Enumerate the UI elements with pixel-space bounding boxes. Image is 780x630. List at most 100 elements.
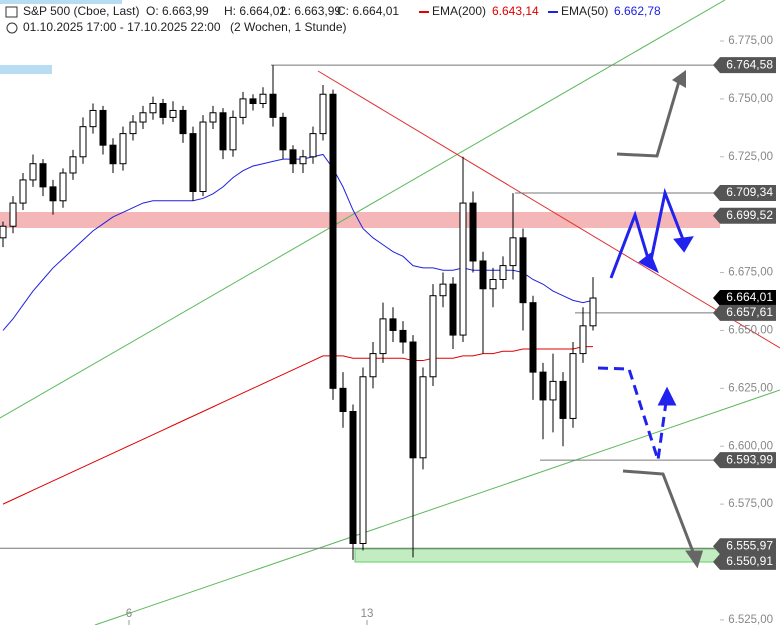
arrow bbox=[616, 77, 682, 158]
candle-body bbox=[419, 376, 427, 459]
span: (2 Wochen, 1 Stunde) bbox=[230, 20, 347, 34]
legend-label: EMA(50) bbox=[561, 4, 608, 18]
trendline bbox=[0, 0, 726, 419]
level-label: 6.764,58 bbox=[726, 57, 773, 71]
candle-body bbox=[249, 98, 257, 105]
candle-body bbox=[179, 109, 187, 135]
candle-body bbox=[549, 380, 557, 401]
title: S&P 500 (Cboe, Last) bbox=[23, 4, 140, 18]
x-tick-label: 6 bbox=[126, 608, 132, 620]
candle-body bbox=[19, 179, 27, 204]
level-tag bbox=[713, 57, 776, 74]
arrow-head bbox=[673, 236, 694, 253]
candle-body bbox=[469, 202, 477, 262]
candle-body bbox=[139, 112, 147, 123]
candle-body bbox=[29, 163, 37, 181]
candle-body bbox=[99, 109, 107, 146]
candle-body bbox=[39, 163, 47, 188]
period: 01.10.2025 17:00 - 17.10.2025 22:00 bbox=[23, 20, 221, 34]
candle-body bbox=[239, 98, 247, 118]
candle-body bbox=[309, 133, 317, 158]
candle-body bbox=[589, 297, 597, 327]
level-tag bbox=[713, 207, 776, 224]
y-tick-label: 6.625,00 bbox=[728, 382, 773, 394]
candle-body bbox=[209, 112, 217, 123]
candle-body bbox=[399, 329, 407, 343]
y-tick-label: 6.525,00 bbox=[728, 614, 773, 625]
chart-icon bbox=[5, 6, 18, 18]
level-tag bbox=[713, 452, 776, 469]
arrow-head bbox=[638, 252, 659, 274]
marker bbox=[0, 65, 52, 74]
y-tick-label: 6.725,00 bbox=[728, 151, 773, 163]
level-label: 6.699,52 bbox=[726, 208, 773, 222]
candle-body bbox=[109, 144, 117, 165]
level-tag bbox=[713, 304, 776, 321]
candle-body bbox=[199, 121, 207, 193]
level-tag bbox=[713, 290, 776, 307]
level-tag bbox=[713, 185, 776, 202]
level-label: 6.664,01 bbox=[726, 290, 773, 304]
zones bbox=[0, 0, 721, 563]
candle-body bbox=[339, 387, 347, 412]
arrow bbox=[622, 469, 697, 558]
candle-body bbox=[149, 103, 157, 114]
candle-body bbox=[329, 93, 337, 389]
ema-line bbox=[2, 153, 594, 331]
header: S&P 500 (Cboe, Last) O: 6.663,99 H: 6.66… bbox=[5, 4, 661, 34]
candle-body bbox=[529, 302, 537, 373]
level-label: 6.555,97 bbox=[726, 538, 773, 552]
candle-body bbox=[449, 283, 457, 336]
candle-body bbox=[299, 156, 307, 165]
candle-body bbox=[189, 133, 197, 193]
y-tick-label: 6.750,00 bbox=[728, 93, 773, 105]
candle-body bbox=[69, 156, 77, 174]
candle-body bbox=[9, 202, 17, 227]
candle-body bbox=[159, 103, 167, 118]
trendline bbox=[94, 389, 780, 626]
resistance-zone bbox=[0, 212, 720, 228]
candle-body bbox=[359, 376, 367, 544]
candle-body bbox=[49, 186, 57, 202]
candle-body bbox=[579, 325, 587, 355]
y-tick-label: 6.575,00 bbox=[728, 498, 773, 510]
clock-icon bbox=[6, 22, 18, 34]
scenario-arrows bbox=[597, 70, 704, 569]
ohlc-open: O: 6.663,99 bbox=[146, 4, 209, 18]
level-label: 6.550,91 bbox=[726, 554, 773, 568]
candle-body bbox=[409, 341, 417, 459]
candle-body bbox=[219, 112, 227, 151]
candle-body bbox=[119, 133, 127, 165]
candle-body bbox=[569, 353, 577, 419]
ohlc-high: H: 6.664,02 bbox=[224, 4, 286, 18]
legend-value: 6.643,14 bbox=[492, 4, 539, 18]
legend-label: EMA(200) bbox=[432, 4, 486, 18]
level-tag bbox=[713, 553, 776, 570]
level-label: 6.709,34 bbox=[726, 185, 773, 199]
y-tick-label: 6.775,00 bbox=[728, 35, 773, 47]
candle-body bbox=[519, 237, 527, 304]
x-tick-label: 13 bbox=[361, 608, 374, 620]
candle-body bbox=[439, 283, 447, 297]
ema-line bbox=[2, 346, 593, 505]
candle-body bbox=[499, 265, 507, 281]
level-label: 6.593,99 bbox=[726, 452, 773, 466]
candle-body bbox=[0, 225, 7, 239]
level-tag bbox=[713, 538, 776, 555]
candle-body bbox=[89, 109, 97, 128]
candle-body bbox=[389, 318, 397, 331]
candle-body bbox=[539, 371, 547, 401]
candle-body bbox=[369, 353, 377, 378]
arrow-head bbox=[672, 70, 686, 88]
candle-body bbox=[479, 260, 487, 290]
trendline bbox=[317, 70, 780, 349]
arrow bbox=[597, 366, 669, 461]
candle-body bbox=[429, 295, 437, 378]
level-label: 6.657,61 bbox=[726, 305, 773, 319]
plot: 6.525,006.550,006.575,006.600,006.625,00… bbox=[0, 35, 776, 626]
candle-body bbox=[279, 116, 287, 151]
candle-body bbox=[559, 380, 567, 419]
arrow-head bbox=[657, 386, 677, 406]
